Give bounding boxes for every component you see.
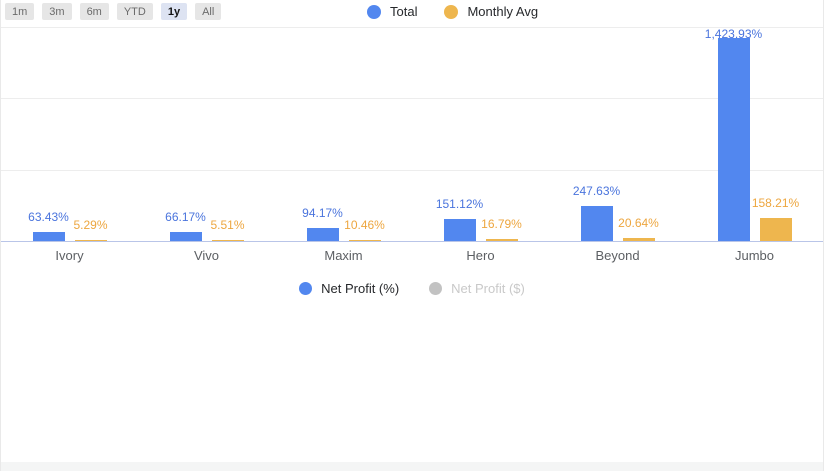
gridline-1500 bbox=[1, 27, 823, 28]
legend-item-net-profit[interactable]: Net Profit ($) bbox=[429, 281, 525, 296]
x-axis-label-vivo: Vivo bbox=[193, 248, 220, 263]
value-label-monthly-avg-maxim: 10.46% bbox=[344, 217, 385, 232]
range-toolbar: 1m 3m 6m YTD 1y All bbox=[5, 3, 222, 20]
bar-group-maxim: 94.17% 10.46% bbox=[275, 27, 412, 241]
net-profit-legend-dot-icon bbox=[299, 282, 313, 295]
value-label-total-hero: 151.12% bbox=[435, 197, 484, 212]
value-label-total-maxim: 94.17% bbox=[302, 205, 343, 220]
bar-monthly-avg-maxim[interactable] bbox=[348, 240, 381, 241]
bar-monthly-avg-vivo[interactable] bbox=[211, 240, 244, 241]
x-axis-line bbox=[1, 241, 823, 242]
monthly-avg-legend-dot-icon bbox=[444, 4, 459, 19]
value-label-monthly-avg-hero: 16.79% bbox=[481, 216, 522, 231]
value-label-monthly-avg-ivory: 5.29% bbox=[73, 218, 108, 233]
value-label-monthly-avg-vivo: 5.51% bbox=[210, 218, 245, 233]
value-label-monthly-avg-beyond: 20.64% bbox=[618, 216, 659, 231]
range-button-1m[interactable]: 1m bbox=[5, 3, 35, 20]
bar-monthly-avg-hero[interactable] bbox=[485, 239, 518, 241]
legend-item-monthly-avg[interactable]: Monthly Avg bbox=[444, 4, 538, 19]
bar-group-beyond: 247.63% 20.64% bbox=[549, 27, 686, 241]
bar-monthly-avg-beyond[interactable] bbox=[622, 238, 655, 241]
value-label-total-ivory: 63.43% bbox=[28, 209, 69, 224]
value-label-total-vivo: 66.17% bbox=[165, 209, 206, 224]
legend-item-label: Monthly Avg bbox=[467, 4, 539, 19]
range-button-ytd[interactable]: YTD bbox=[116, 3, 153, 20]
x-axis-label-ivory: Ivory bbox=[55, 248, 84, 263]
legend-item-total[interactable]: Total bbox=[367, 4, 417, 19]
gridline-500 bbox=[1, 169, 823, 171]
bar-total-beyond[interactable] bbox=[580, 206, 613, 241]
value-label-monthly-avg-jumbo: 158.21% bbox=[751, 196, 800, 211]
gridline-1000 bbox=[1, 98, 823, 100]
range-button-6m[interactable]: 6m bbox=[79, 3, 109, 20]
legend-item-net-profit[interactable]: Net Profit (%) bbox=[299, 281, 399, 296]
bar-total-maxim[interactable] bbox=[306, 228, 339, 241]
bar-total-jumbo[interactable] bbox=[717, 38, 750, 241]
x-axis-labels: Ivory Vivo Maxim Hero Beyond Jumbo bbox=[1, 248, 823, 264]
bar-total-hero[interactable] bbox=[443, 219, 476, 241]
chart-plot-area: 63.43% 5.29% 66.17% 5.51% 94.17% 10.46% 151.12… bbox=[1, 27, 823, 242]
series-legend: Total Monthly Avg bbox=[367, 4, 538, 19]
x-axis-label-maxim: Maxim bbox=[324, 248, 363, 263]
legend-item-label: Net Profit (%) bbox=[321, 281, 400, 296]
bar-group-vivo: 66.17% 5.51% bbox=[138, 27, 275, 241]
value-label-total-beyond: 247.63% bbox=[572, 183, 621, 198]
legend-item-label: Total bbox=[390, 4, 418, 19]
bar-total-ivory[interactable] bbox=[32, 232, 65, 241]
bar-monthly-avg-ivory[interactable] bbox=[74, 240, 107, 241]
bar-group-ivory: 63.43% 5.29% bbox=[1, 27, 138, 241]
bar-total-vivo[interactable] bbox=[169, 232, 202, 241]
net-profit-legend-dot-icon bbox=[429, 282, 443, 295]
bar-group-hero: 151.12% 16.79% bbox=[412, 27, 549, 241]
range-button-3m[interactable]: 3m bbox=[42, 3, 72, 20]
range-button-all[interactable]: All bbox=[195, 3, 222, 20]
metric-legend: Net Profit (%) Net Profit ($) bbox=[1, 281, 823, 296]
page-background-strip bbox=[1, 462, 823, 471]
x-axis-label-jumbo: Jumbo bbox=[734, 248, 775, 263]
value-label-total-jumbo: 1,423.93% bbox=[704, 27, 763, 41]
range-button-1y[interactable]: 1y bbox=[160, 3, 188, 20]
legend-item-label: Net Profit ($) bbox=[451, 281, 525, 296]
x-axis-label-hero: Hero bbox=[466, 248, 495, 263]
x-axis-label-beyond: Beyond bbox=[595, 248, 640, 263]
total-legend-dot-icon bbox=[367, 4, 381, 19]
bar-group-jumbo: 1,423.93% 158.21% bbox=[686, 27, 823, 241]
bar-monthly-avg-jumbo[interactable] bbox=[759, 218, 792, 241]
